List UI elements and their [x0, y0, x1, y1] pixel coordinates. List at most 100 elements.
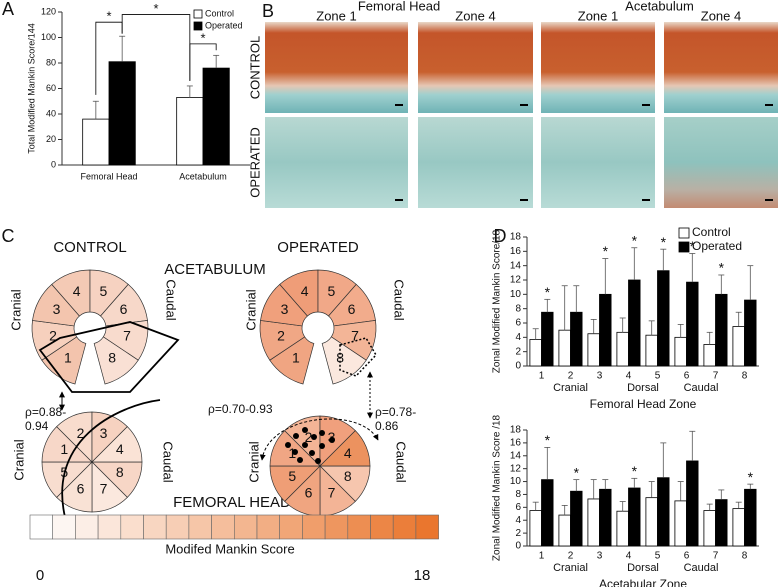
significance-star: * — [106, 9, 111, 24]
direction-label: Caudal — [394, 441, 409, 482]
y-tick-label: 0 — [515, 541, 521, 552]
bar — [616, 510, 629, 547]
scale-box — [29, 514, 54, 540]
bar — [529, 510, 542, 547]
y-tick-label: 0 — [51, 159, 56, 169]
zone-number: 8 — [116, 464, 124, 480]
scale-bar — [765, 104, 773, 106]
scale-bar — [520, 104, 528, 106]
bar — [558, 329, 571, 367]
x-axis-label: Acetabular Zone — [599, 577, 687, 587]
row-label: OPERATED — [247, 127, 262, 198]
scale-box — [52, 514, 76, 540]
micrograph — [265, 22, 408, 113]
femoral-zone — [91, 426, 143, 463]
scale-box — [75, 514, 99, 540]
bar — [645, 497, 658, 547]
significance-star: * — [632, 232, 638, 248]
scale-box — [370, 514, 394, 540]
lesion-dot — [292, 449, 298, 455]
zone-number: 7 — [100, 480, 108, 496]
zone-outline — [339, 337, 377, 377]
bar — [541, 311, 554, 367]
correlation: ρ=0.70-0.93 — [208, 402, 273, 416]
y-tick-label: 16 — [510, 438, 522, 449]
significance-star: * — [661, 234, 667, 250]
structure-title: FEMORAL HEAD — [173, 494, 291, 511]
x-tick-label: 7 — [713, 551, 719, 562]
y-tick-label: 80 — [46, 57, 56, 67]
correlation: 0.94 — [25, 419, 49, 433]
zone-title: Zone 1 — [316, 8, 356, 23]
bar — [82, 118, 110, 166]
y-tick-label: 2 — [515, 528, 521, 539]
bar — [108, 61, 136, 166]
acetabular-zone — [321, 336, 367, 385]
zone-number: 3 — [53, 301, 61, 317]
lesion-dot — [319, 430, 325, 436]
y-tick-label: 10 — [510, 476, 522, 487]
significance-star: * — [200, 30, 205, 45]
y-tick-label: 20 — [46, 134, 56, 144]
zone-number: 7 — [328, 484, 336, 500]
y-axis-label: Zonal Modified Mankin Score/18 — [492, 229, 503, 373]
significance-star: * — [632, 463, 638, 479]
zone-number: 4 — [116, 441, 124, 457]
micrograph — [418, 117, 533, 208]
panel-letter: D — [494, 226, 507, 246]
y-tick-label: 0 — [515, 361, 521, 372]
x-tick-label: 4 — [626, 371, 632, 382]
scale-box — [302, 514, 326, 540]
zone-number: 1 — [60, 441, 68, 457]
y-axis-label: Total Modified Mankin Score/144 — [26, 23, 36, 154]
group-label: Cranial — [553, 382, 588, 394]
direction-label: Cranial — [11, 439, 26, 480]
significance-star: * — [603, 243, 609, 259]
group-label: Dorsal — [627, 382, 659, 394]
lesion-dot — [302, 427, 308, 433]
zone-title: Zone 1 — [578, 8, 618, 23]
micrograph — [265, 117, 408, 208]
legend-swatch — [678, 241, 690, 253]
acetabular-zone — [93, 336, 139, 385]
zone-title: Zone 4 — [455, 8, 495, 23]
significance-star: * — [545, 284, 551, 300]
legend-swatch — [193, 9, 203, 19]
scale-max: 18 — [414, 567, 431, 584]
y-tick-label: 6 — [515, 502, 521, 513]
y-tick-label: 18 — [510, 425, 522, 436]
x-tick-label: 5 — [655, 371, 661, 382]
bar — [599, 488, 612, 547]
bar — [657, 270, 670, 367]
x-tick-label: Acetabulum — [179, 171, 227, 181]
y-tick-label: 12 — [510, 463, 522, 474]
significance-star: * — [719, 260, 725, 276]
legend-swatch — [193, 21, 203, 31]
bar — [715, 499, 728, 547]
group-label: Cranial — [553, 562, 588, 574]
link-arrow — [259, 418, 379, 461]
y-axis-label: Zonal Modified Mankin Score /18 — [492, 414, 503, 561]
zone-number: 8 — [344, 468, 352, 484]
zone-number: 5 — [99, 283, 107, 299]
legend-label: Operated — [692, 239, 742, 253]
scale-box — [347, 514, 371, 540]
zone-number: 2 — [49, 327, 57, 343]
x-tick-label: 2 — [568, 551, 574, 562]
x-tick-label: 1 — [539, 551, 545, 562]
zone-outline — [38, 321, 180, 393]
group-title: Acetabulum — [625, 0, 694, 13]
zone-number: 1 — [292, 350, 300, 366]
zone-number: 4 — [301, 283, 309, 299]
y-tick-label: 4 — [515, 332, 521, 343]
significance-star: * — [690, 238, 696, 254]
zone-number: 6 — [305, 484, 313, 500]
scale-box — [120, 514, 144, 540]
micrograph — [664, 117, 778, 208]
legend-label: Control — [205, 8, 234, 18]
legend-label: Control — [692, 225, 731, 239]
correlation: ρ=0.78- — [375, 405, 416, 419]
zone-number: 7 — [123, 327, 131, 343]
y-tick-label: 40 — [46, 108, 56, 118]
